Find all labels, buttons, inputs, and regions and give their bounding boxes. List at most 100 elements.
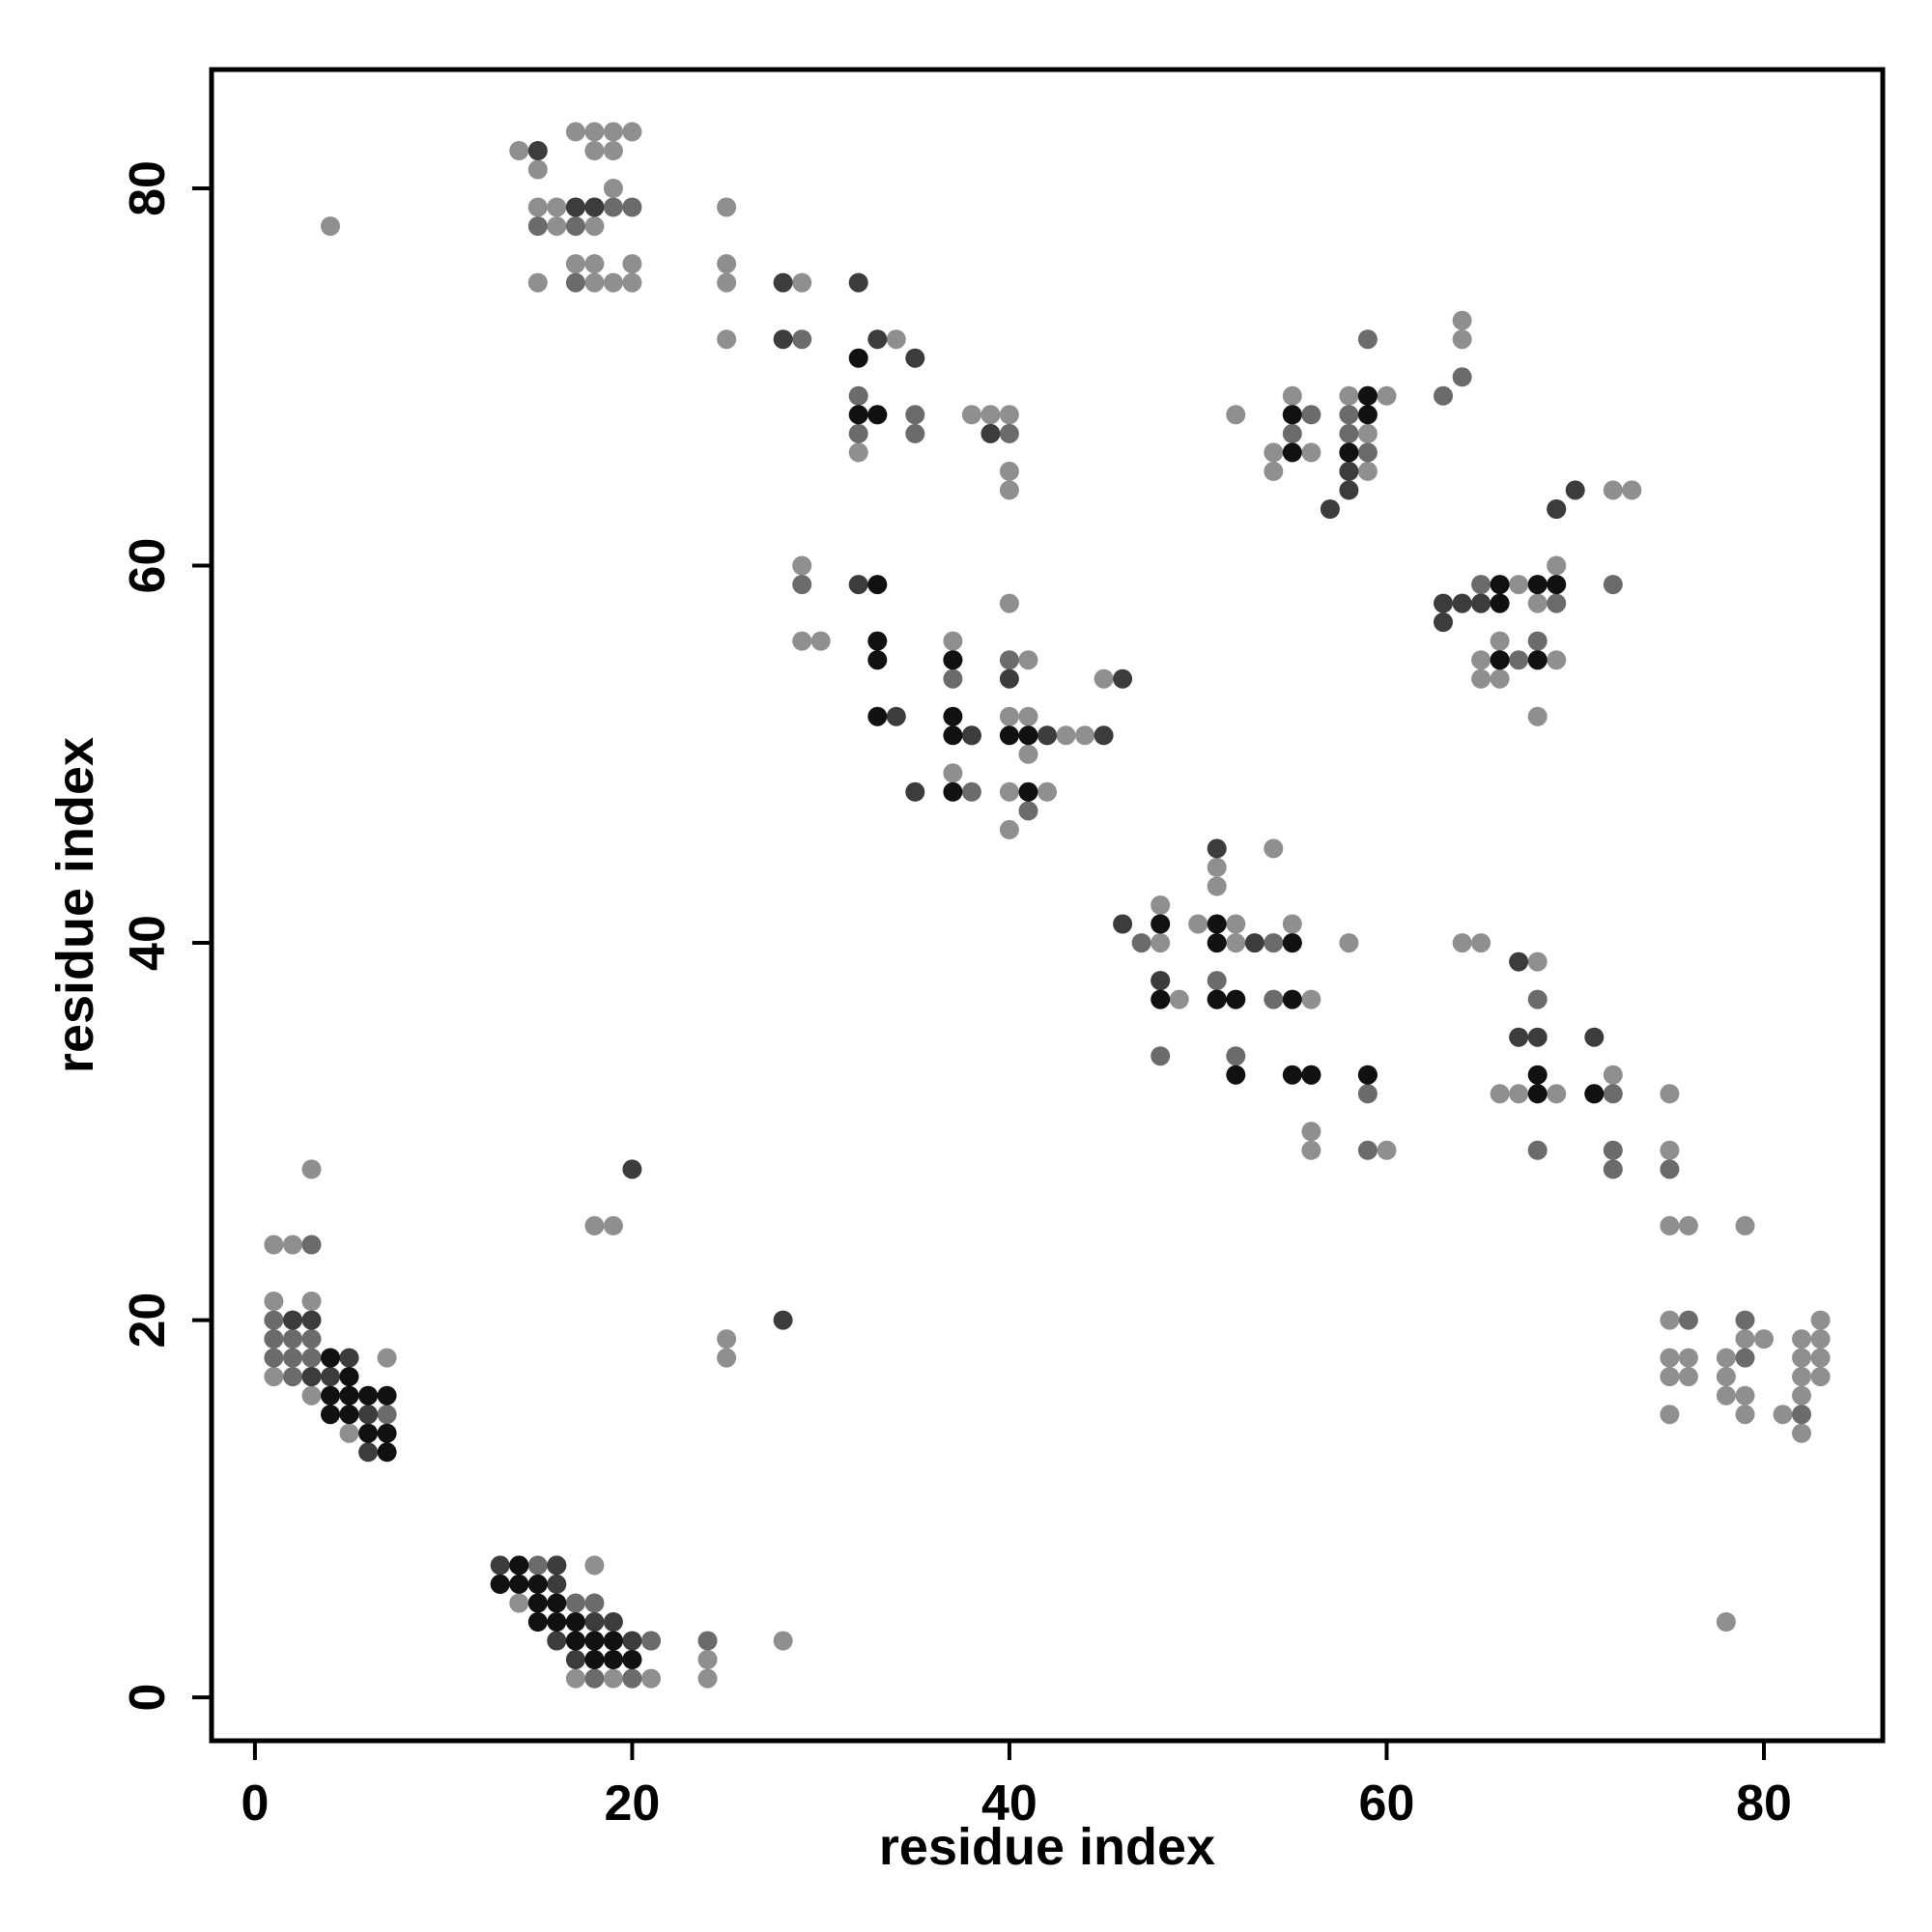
contact-point-light	[1792, 1385, 1811, 1406]
contact-point-medium	[622, 197, 642, 217]
contact-point-light	[1226, 933, 1246, 953]
contact-point-light	[999, 405, 1019, 425]
contact-point-dark	[1113, 914, 1133, 934]
contact-point-dark	[301, 1310, 322, 1330]
contact-point-light	[1660, 1084, 1680, 1104]
x-axis: 0 20 40 60 80	[241, 1741, 1792, 1832]
contact-point-light	[1735, 1405, 1755, 1425]
contact-point-medium	[1603, 575, 1623, 595]
contact-point-light	[339, 1423, 359, 1443]
y-axis-title: residue index	[46, 737, 104, 1073]
contact-point-black	[1207, 933, 1227, 953]
contact-point-light	[641, 1668, 661, 1689]
contact-point-medium	[565, 1593, 585, 1613]
contact-point-light	[943, 763, 963, 783]
contact-point-black	[1018, 725, 1038, 746]
contact-point-light	[527, 197, 548, 217]
contact-point-light	[1264, 461, 1284, 481]
contact-point-light	[1301, 442, 1321, 463]
contact-point-light	[792, 272, 812, 293]
contact-point-black	[1527, 1084, 1548, 1104]
points-layer	[264, 122, 1831, 1689]
y-tick-label: 20	[120, 1293, 176, 1349]
contact-point-medium	[1527, 989, 1548, 1009]
contact-point-dark	[321, 1367, 340, 1387]
contact-point-black	[1282, 442, 1302, 463]
contact-point-light	[999, 461, 1019, 481]
contact-point-black	[1226, 1065, 1246, 1085]
contact-point-medium	[1660, 1159, 1680, 1179]
contact-point-medium	[999, 650, 1019, 670]
contact-point-dark	[603, 1612, 623, 1632]
contact-point-medium	[1735, 1348, 1755, 1368]
contact-point-light	[1622, 480, 1642, 500]
contact-point-black	[603, 1631, 623, 1651]
contact-point-light	[1678, 1215, 1698, 1236]
contact-point-dark	[1509, 952, 1529, 972]
contact-point-medium	[905, 423, 925, 443]
contact-point-light	[717, 254, 737, 274]
contact-point-light	[1773, 1405, 1793, 1425]
contact-point-black	[1357, 405, 1378, 425]
contact-point-light	[584, 254, 605, 274]
contact-point-light	[1490, 1084, 1510, 1104]
contact-point-light	[321, 216, 340, 237]
contact-point-dark	[867, 329, 888, 350]
contact-point-black	[377, 1423, 397, 1443]
contact-point-medium	[622, 1668, 642, 1689]
contact-point-medium	[1357, 1084, 1378, 1104]
contact-point-medium	[527, 1555, 548, 1576]
contact-point-light	[1678, 1367, 1698, 1387]
x-tick-label: 20	[605, 1776, 661, 1832]
contact-point-medium	[1357, 442, 1378, 463]
contact-point-medium	[1547, 593, 1567, 613]
contact-point-light	[1660, 1215, 1680, 1236]
contact-point-light	[773, 1631, 793, 1651]
contact-point-dark	[905, 781, 925, 802]
contact-point-black	[565, 1631, 585, 1651]
contact-point-light	[1339, 385, 1359, 406]
contact-point-medium	[1527, 631, 1548, 651]
contact-point-light	[264, 1292, 284, 1311]
contact-point-dark	[1434, 612, 1453, 633]
contact-point-dark	[1584, 1027, 1605, 1047]
contact-point-black	[1490, 593, 1510, 613]
contact-point-dark	[527, 141, 548, 160]
contact-point-light	[810, 631, 831, 651]
contact-point-medium	[527, 216, 548, 237]
contact-point-medium	[697, 1631, 718, 1651]
contact-point-light	[603, 1215, 623, 1236]
contact-point-light	[509, 1593, 529, 1613]
contact-point-medium	[301, 1235, 322, 1255]
contact-point-medium	[283, 1348, 302, 1368]
contact-point-light	[1226, 405, 1246, 425]
contact-point-light	[1357, 423, 1378, 443]
contact-point-light	[301, 1385, 322, 1406]
contact-point-light	[1603, 1065, 1623, 1085]
contact-point-light	[1792, 1367, 1811, 1387]
contact-point-dark	[905, 348, 925, 368]
contact-point-light	[717, 1348, 737, 1368]
contact-point-light	[999, 819, 1019, 839]
contact-point-medium	[999, 423, 1019, 443]
contact-point-dark	[773, 329, 793, 350]
contact-point-light	[1207, 857, 1227, 877]
contact-point-medium	[603, 197, 623, 217]
contact-point-black	[1151, 914, 1171, 934]
contact-point-light	[1339, 933, 1359, 953]
contact-point-light	[999, 480, 1019, 500]
contact-point-medium	[584, 1668, 605, 1689]
contact-point-light	[1660, 1405, 1680, 1425]
y-axis: 0 20 40 60 80	[120, 160, 212, 1712]
contact-point-light	[603, 1668, 623, 1689]
contact-point-light	[1754, 1329, 1774, 1350]
contact-point-light	[1660, 1310, 1680, 1330]
contact-point-medium	[565, 272, 585, 293]
contact-point-light	[1716, 1385, 1736, 1406]
contact-point-medium	[1226, 1046, 1246, 1066]
contact-point-light	[1301, 989, 1321, 1009]
contact-point-dark	[622, 1631, 642, 1651]
contact-point-black	[321, 1385, 340, 1406]
contact-point-dark	[358, 1442, 379, 1463]
contact-point-light	[1301, 1122, 1321, 1142]
